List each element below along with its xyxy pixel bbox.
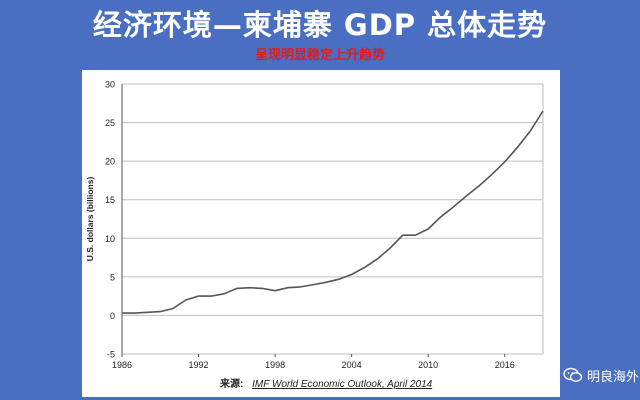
x-tick-label: 2010 <box>418 360 438 370</box>
y-tick-label: 5 <box>110 272 115 282</box>
slide-subtitle: 呈现明显稳定上升趋势 <box>254 48 385 63</box>
x-tick-label: 1992 <box>189 360 209 370</box>
source-text: IMF World Economic Outlook, April 2014 <box>252 379 433 390</box>
gdp-series-line <box>122 110 544 314</box>
wechat-icon <box>563 367 583 382</box>
source-note: 来源: IMF World Economic Outlook, April 20… <box>220 375 432 390</box>
x-tick-label: 1986 <box>112 360 132 370</box>
source-label: 来源: <box>220 379 244 390</box>
gdp-line-chart: -5 0 5 10 15 20 25 30 1986 1992 1998 2004 2010 2016 U.… <box>85 80 544 370</box>
x-tick-label: 2004 <box>342 360 362 370</box>
y-axis-label: U.S. dollars (billions) <box>85 177 95 262</box>
slide-title: 经济环境—柬埔寨 GDP 总体走势 <box>92 8 548 42</box>
watermark: 明良海外 <box>563 364 639 386</box>
watermark-text: 明良海外 <box>587 369 640 385</box>
x-tick-label: 2016 <box>495 360 515 370</box>
y-tick-label: 15 <box>105 195 115 205</box>
chart-panel: -5 0 5 10 15 20 25 30 1986 1992 1998 2004 2010 2016 U.… <box>82 70 560 397</box>
y-tick-label: 30 <box>105 80 115 90</box>
x-tick-label: 1998 <box>265 360 285 370</box>
y-tick-label: -5 <box>107 350 115 360</box>
y-tick-label: 25 <box>105 118 115 128</box>
y-tick-label: 20 <box>105 157 115 167</box>
y-tick-label: 0 <box>110 311 115 321</box>
y-tick-label: 10 <box>105 234 115 244</box>
